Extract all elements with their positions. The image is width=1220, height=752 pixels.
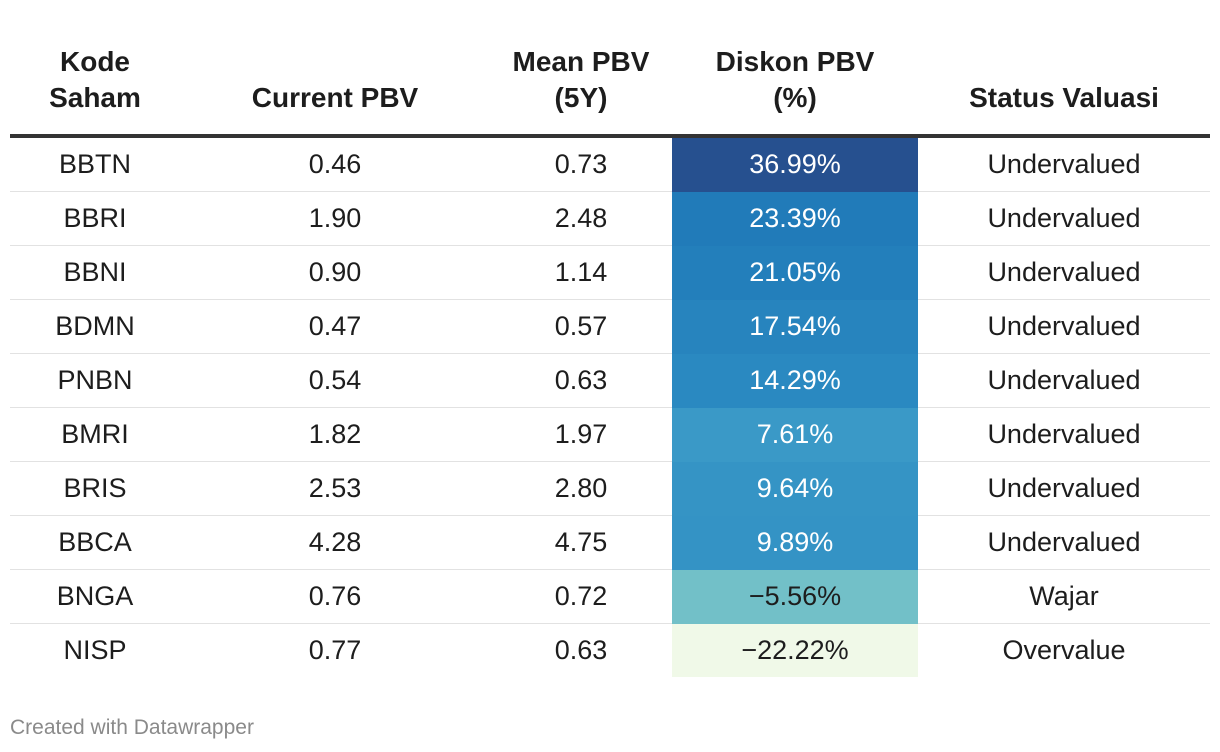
cell-status: Undervalued	[918, 461, 1210, 516]
table-row: BBRI 1.90 2.48 23.39% Undervalued	[10, 191, 1210, 246]
table-row: BMRI 1.82 1.97 7.61% Undervalued	[10, 407, 1210, 462]
cell-mean: 4.75	[490, 515, 672, 570]
cell-status: Undervalued	[918, 299, 1210, 354]
cell-current: 0.77	[308, 635, 362, 665]
column-header-line: Mean PBV	[512, 46, 650, 77]
cell-diskon: −22.22%	[672, 623, 918, 677]
cell-mean: 0.73	[490, 136, 672, 192]
cell-current: 1.90	[180, 191, 490, 246]
valuation-table: Kode Saham Current PBV Mean PBV (5Y) Diskon P…	[10, 44, 1210, 677]
cell-kode: BBCA	[10, 515, 180, 570]
cell-status: Wajar	[918, 569, 1210, 624]
cell-mean: 0.63	[554, 635, 608, 665]
cell-diskon: 17.54%	[672, 299, 918, 354]
cell-current: 0.76	[180, 569, 490, 624]
column-header-line: (%)	[773, 82, 817, 113]
table-row: BBNI 0.90 1.14 21.05% Undervalued	[10, 245, 1210, 300]
column-header-kode: Kode Saham	[10, 44, 180, 138]
table-row: BBTN 0.46 0.73 36.99% Undervalued	[10, 136, 1210, 192]
cell-status: Undervalued	[918, 407, 1210, 462]
cell-kode: BRIS	[10, 461, 180, 516]
cell-kode: BBTN	[10, 136, 180, 192]
cell-kode: PNBN	[10, 353, 180, 408]
table-row: BBCA 4.28 4.75 9.89% Undervalued	[10, 515, 1210, 570]
column-header-line: Diskon PBV	[715, 46, 875, 77]
cell-diskon: 7.61%	[672, 407, 918, 462]
valuation-table-container: Kode Saham Current PBV Mean PBV (5Y) Diskon P…	[10, 44, 1210, 677]
cell-diskon: 14.29%	[672, 353, 918, 408]
cell-kode: BBRI	[10, 191, 180, 246]
cell-mean: 0.57	[490, 299, 672, 354]
cell-diskon: 23.39%	[672, 191, 918, 246]
cell-mean: 2.80	[490, 461, 672, 516]
cell-status: Undervalued	[918, 245, 1210, 300]
cell-status: Undervalued	[918, 515, 1210, 570]
cell-status: Undervalued	[918, 136, 1210, 192]
table-row: BNGA 0.76 0.72 −5.56% Wajar	[10, 569, 1210, 624]
cell-diskon: 9.64%	[672, 461, 918, 516]
cell-mean: 0.63	[490, 353, 672, 408]
column-header-line: (5Y)	[554, 82, 608, 113]
column-header-current: Current PBV	[180, 44, 490, 138]
column-header-line: Saham	[49, 82, 141, 113]
cell-current: 0.46	[180, 136, 490, 192]
cell-diskon: 36.99%	[672, 136, 918, 192]
cell-current: 0.47	[180, 299, 490, 354]
column-header-line: Current PBV	[251, 82, 419, 113]
cell-mean: 1.14	[490, 245, 672, 300]
cell-diskon: 21.05%	[672, 245, 918, 300]
header-row: Kode Saham Current PBV Mean PBV (5Y) Diskon P…	[10, 44, 1210, 138]
cell-kode: BDMN	[10, 299, 180, 354]
cell-diskon: 9.89%	[672, 515, 918, 570]
table-header: Kode Saham Current PBV Mean PBV (5Y) Diskon P…	[10, 44, 1210, 138]
cell-kode: BNGA	[10, 569, 180, 624]
cell-status: Overvalue	[1002, 635, 1126, 665]
footer-credit: Created with Datawrapper	[10, 716, 254, 739]
table-row: BRIS 2.53 2.80 9.64% Undervalued	[10, 461, 1210, 516]
table-row: BDMN 0.47 0.57 17.54% Undervalued	[10, 299, 1210, 354]
column-header-line: Kode	[60, 46, 130, 77]
column-header-status: Status Valuasi	[918, 44, 1210, 138]
cell-current: 0.90	[180, 245, 490, 300]
cell-kode: NISP	[63, 635, 127, 665]
column-header-line: Status Valuasi	[969, 82, 1159, 113]
cell-mean: 2.48	[490, 191, 672, 246]
cell-status: Undervalued	[918, 353, 1210, 408]
cell-current: 2.53	[180, 461, 490, 516]
cell-mean: 1.97	[490, 407, 672, 462]
cell-current: 0.54	[180, 353, 490, 408]
table-row: PNBN 0.54 0.63 14.29% Undervalued	[10, 353, 1210, 408]
column-header-diskon: Diskon PBV (%)	[672, 44, 918, 138]
cell-current: 4.28	[180, 515, 490, 570]
cell-mean: 0.72	[490, 569, 672, 624]
cell-current: 1.82	[180, 407, 490, 462]
table-row: NISP 0.77 0.63 −22.22% Overvalue	[10, 623, 1210, 677]
table-body: BBTN 0.46 0.73 36.99% Undervalued BBRI 1.90 2.4…	[10, 136, 1210, 677]
cell-kode: BBNI	[10, 245, 180, 300]
cell-diskon: −5.56%	[672, 569, 918, 624]
column-header-mean: Mean PBV (5Y)	[490, 44, 672, 138]
cell-status: Undervalued	[918, 191, 1210, 246]
cell-kode: BMRI	[10, 407, 180, 462]
